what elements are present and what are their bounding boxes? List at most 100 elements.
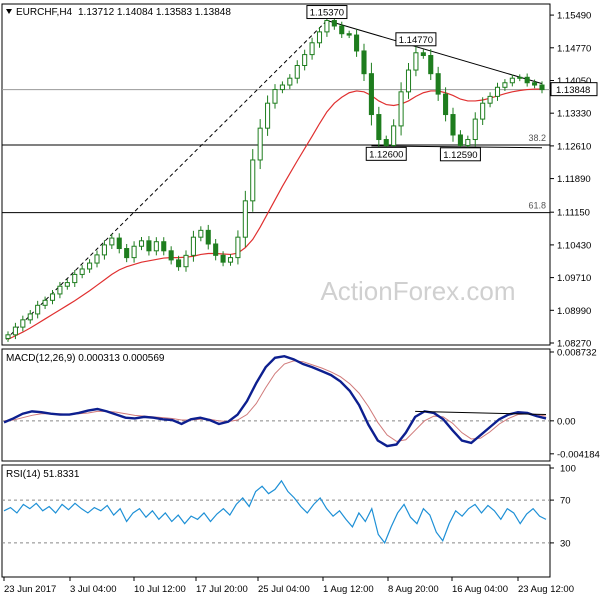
macd-panel-frame: [1, 348, 551, 462]
macd-y-axis: 0.008732 0.00 -0.004184: [550, 347, 600, 460]
candle-body: [94, 254, 100, 264]
candle-body: [472, 118, 478, 141]
candle-body: [494, 86, 501, 97]
price-panel-header-ohlc: 1.13712 1.14084 1.13583 1.13848: [78, 7, 231, 18]
last-price-label: 1.13848: [556, 85, 590, 96]
candle-body: [398, 91, 404, 127]
price-panel-frame: [1, 3, 551, 346]
x-tick-label: 23 Jun 2017: [4, 584, 56, 595]
candle-body: [146, 240, 152, 252]
candle-body: [242, 200, 248, 238]
candle-body: [198, 229, 204, 238]
candle-body: [465, 139, 471, 146]
candle-body: [265, 102, 271, 129]
candle-body: [57, 285, 63, 295]
x-tick-label: 16 Aug 04:00: [452, 584, 508, 595]
x-tick-label: 23 Aug 12:00: [518, 584, 574, 595]
price-panel-header-symbol: EURCHF,H4: [16, 7, 73, 18]
x-tick-label: 1 Aug 12:00: [323, 584, 374, 595]
candle-body: [324, 20, 330, 33]
last-price-box: [550, 82, 598, 97]
header-down-arrow-icon: [6, 9, 12, 14]
price-y-tick-label: 1.11150: [557, 208, 590, 219]
price-y-tick-label: 1.14770: [557, 43, 591, 54]
candle-body: [517, 76, 523, 79]
candle-body: [502, 82, 508, 88]
candle-body: [539, 84, 545, 91]
price-y-tick-label: 1.10430: [557, 240, 591, 251]
annotation-box: [365, 146, 407, 161]
rsi-label: RSI(14) 51.8331: [6, 469, 80, 480]
annotation-label: 1.12590: [443, 150, 477, 161]
candle-body: [302, 54, 308, 66]
candle-body: [383, 139, 389, 146]
candle-body: [42, 299, 48, 306]
candle-body: [532, 82, 538, 86]
candle-body: [116, 237, 122, 250]
candle-body: [257, 127, 263, 161]
macd-y-tick-label: 0.008732: [557, 347, 597, 358]
annotation-box: [306, 5, 348, 20]
candle-body: [391, 125, 397, 146]
candle-body: [131, 245, 137, 259]
candle-body: [272, 89, 278, 104]
candle-body: [205, 229, 211, 245]
candle-body: [368, 73, 374, 116]
candle-body: [176, 259, 182, 268]
candle-body: [346, 33, 352, 36]
candle-body: [316, 31, 323, 44]
candle-body: [168, 250, 174, 261]
fib-label: 38.2: [528, 133, 546, 143]
rsi-y-axis: 100 70 30: [550, 464, 576, 549]
annotation-label: 1.15370: [310, 8, 344, 19]
candle-body: [227, 257, 234, 263]
x-tick-label: 17 Jul 20:00: [196, 584, 248, 595]
macd-signal-line: [3, 360, 547, 442]
candle-body: [457, 134, 463, 146]
candle-body: [480, 102, 486, 120]
price-y-tick-label: 1.09710: [557, 273, 591, 284]
dashed-trend-line: [5, 20, 328, 340]
rsi-line: [3, 479, 547, 545]
candle-body: [413, 52, 419, 71]
price-y-tick-label: 1.13330: [557, 109, 591, 120]
candle-body: [287, 77, 293, 86]
annotation-label: 1.12600: [369, 149, 403, 160]
candle-body: [5, 334, 11, 339]
candle-body: [20, 319, 26, 328]
candle-body: [309, 42, 315, 56]
candle-body: [235, 236, 241, 259]
candle-body: [250, 159, 256, 202]
macd-label: MACD(12,26,9) 0.000313 0.000569: [6, 353, 165, 364]
candle-body: [405, 69, 412, 93]
macd-y-tick-label: -0.004184: [557, 449, 600, 460]
candle-body: [27, 313, 33, 321]
candle-body: [331, 20, 337, 27]
rsi-lines: [2, 479, 550, 545]
candle-body: [354, 34, 360, 52]
price-y-tick-label: 1.08990: [557, 306, 591, 317]
fib-label: 61.8: [528, 201, 546, 211]
x-tick-label: 25 Jul 04:00: [258, 584, 310, 595]
price-y-axis: 1.15490 1.14770 1.14050 1.13330 1.12610 1.118…: [550, 11, 598, 350]
x-tick-label: 8 Aug 20:00: [388, 584, 439, 595]
candle-body: [450, 114, 456, 136]
rsi-y-tick-label: 30: [560, 538, 571, 549]
moving-average-line: [7, 88, 542, 340]
candle-body: [443, 93, 449, 116]
candle-body: [124, 248, 130, 259]
descending-trend-line: [326, 20, 543, 85]
candle-body: [435, 73, 441, 95]
macd-lines: [2, 354, 550, 448]
rsi-y-tick-label: 70: [560, 496, 571, 507]
candle-body: [138, 240, 145, 247]
candle-body: [190, 236, 196, 256]
price-annotations: 1.15370 1.14770 1.12600 1.12590: [306, 5, 481, 162]
candle-body: [101, 244, 107, 256]
candle-body: [12, 326, 18, 336]
macd-trend-line: [415, 410, 547, 416]
price-lines: 38.2 61.8: [2, 20, 550, 340]
candle-body: [49, 293, 56, 301]
candle-body: [213, 243, 219, 256]
